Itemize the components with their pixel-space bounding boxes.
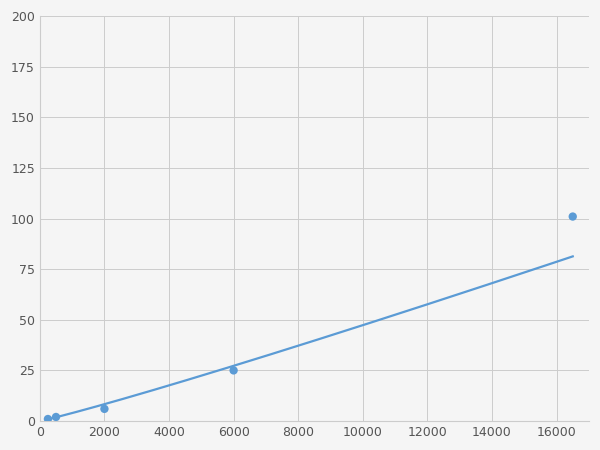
- Point: [100, 405, 109, 413]
- Point: [51, 414, 61, 421]
- Point: [43, 415, 53, 423]
- Point: [568, 213, 578, 220]
- Point: [229, 367, 238, 374]
